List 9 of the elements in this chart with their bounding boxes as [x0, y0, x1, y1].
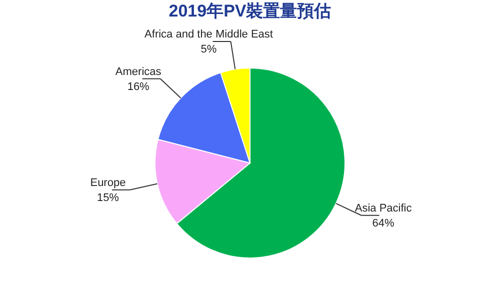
data-label: 64% — [372, 217, 395, 230]
slice-label: Americas — [115, 66, 162, 78]
chart-title: 2019年PV裝置量預估 — [168, 2, 332, 21]
data-label: 16% — [127, 80, 150, 93]
slice-label: Europe — [90, 176, 126, 189]
slice-label: Asia Pacific — [354, 202, 412, 214]
data-label: 5% — [200, 44, 217, 56]
slice-label: Africa and the Middle East — [144, 28, 273, 41]
data-label: 15% — [96, 192, 120, 204]
